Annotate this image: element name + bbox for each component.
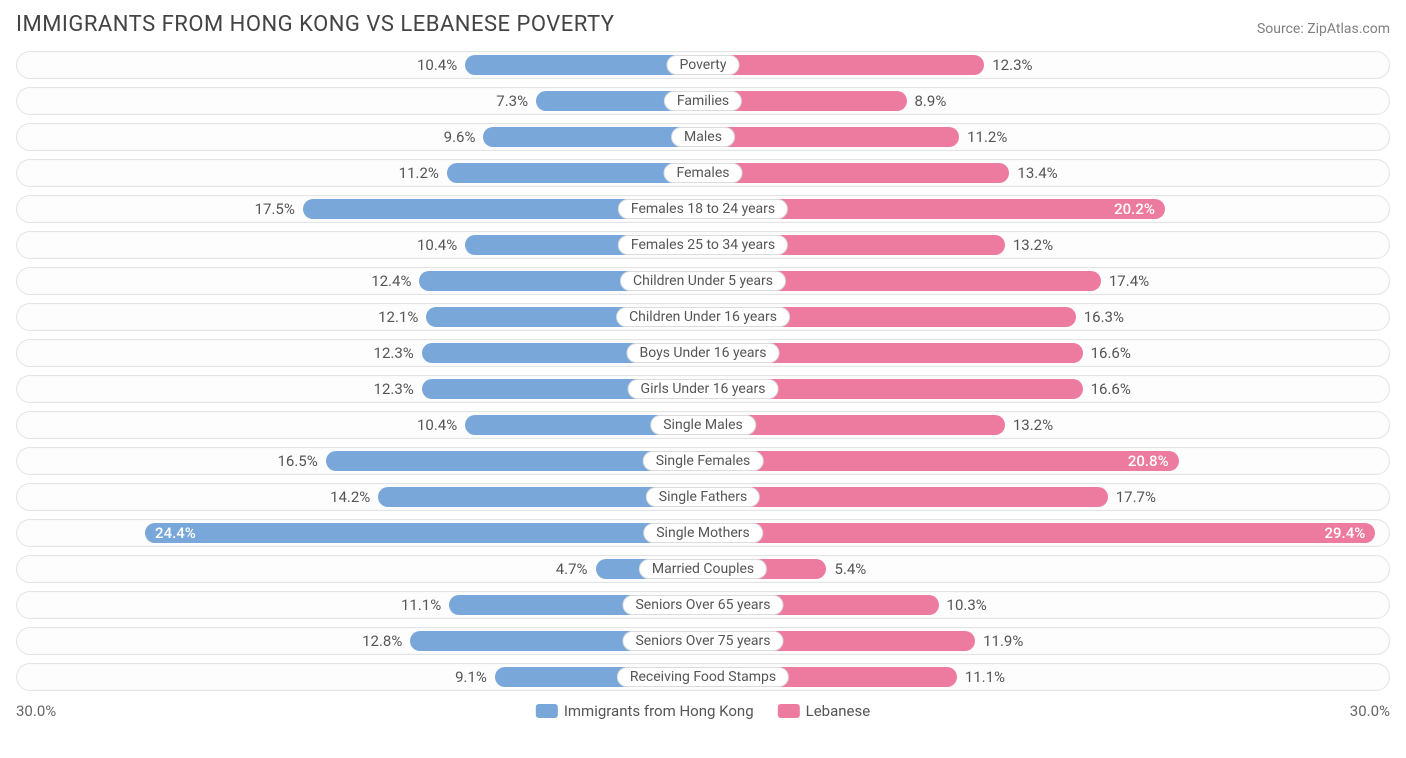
legend-swatch-right xyxy=(778,704,800,718)
value-right: 8.9% xyxy=(907,88,947,114)
bar-right xyxy=(703,163,1009,183)
value-right: 11.9% xyxy=(975,628,1023,654)
chart-row: 11.1% 10.3% Seniors Over 65 years xyxy=(16,591,1390,619)
value-right: 5.4% xyxy=(826,556,866,582)
bar-right xyxy=(703,451,1179,471)
axis-max-right: 30.0% xyxy=(1350,702,1390,720)
value-right: 13.2% xyxy=(1005,232,1053,258)
chart-row: 12.1% 16.3% Children Under 16 years xyxy=(16,303,1390,331)
chart-source: Source: ZipAtlas.com xyxy=(1257,21,1390,37)
value-left: 4.7% xyxy=(556,556,596,582)
value-left: 10.4% xyxy=(417,52,465,78)
legend-swatch-left xyxy=(536,704,558,718)
chart-row: 7.3% 8.9% Families xyxy=(16,87,1390,115)
chart-row: 9.6% 11.2% Males xyxy=(16,123,1390,151)
category-label: Married Couples xyxy=(639,559,767,579)
category-label: Females 25 to 34 years xyxy=(618,235,788,255)
value-left: 16.5% xyxy=(277,448,325,474)
value-right: 17.7% xyxy=(1108,484,1156,510)
value-right: 16.6% xyxy=(1083,340,1131,366)
chart-row: 10.4% 13.2% Females 25 to 34 years xyxy=(16,231,1390,259)
chart-row: 10.4% 12.3% Poverty xyxy=(16,51,1390,79)
category-label: Children Under 5 years xyxy=(620,271,786,291)
value-right: 17.4% xyxy=(1101,268,1149,294)
category-label: Poverty xyxy=(666,55,739,75)
category-label: Children Under 16 years xyxy=(616,307,790,327)
category-label: Seniors Over 75 years xyxy=(622,631,783,651)
chart-row: 14.2% 17.7% Single Fathers xyxy=(16,483,1390,511)
category-label: Males xyxy=(671,127,735,147)
category-label: Girls Under 16 years xyxy=(628,379,779,399)
value-right: 11.1% xyxy=(957,664,1005,690)
legend-item-right: Lebanese xyxy=(778,702,871,720)
value-left: 12.3% xyxy=(374,340,422,366)
category-label: Single Females xyxy=(643,451,764,471)
chart-row: 24.4% 29.4% Single Mothers xyxy=(16,519,1390,547)
bar-right xyxy=(703,487,1108,507)
category-label: Boys Under 16 years xyxy=(626,343,779,363)
category-label: Families xyxy=(664,91,742,111)
chart-header: IMMIGRANTS FROM HONG KONG VS LEBANESE PO… xyxy=(16,12,1390,37)
value-left: 14.2% xyxy=(330,484,378,510)
value-left: 7.3% xyxy=(496,88,536,114)
category-label: Single Males xyxy=(650,415,756,435)
value-left: 9.1% xyxy=(455,664,495,690)
value-right: 10.3% xyxy=(939,592,987,618)
value-right: 11.2% xyxy=(959,124,1007,150)
chart-row: 4.7% 5.4% Married Couples xyxy=(16,555,1390,583)
value-left: 12.3% xyxy=(374,376,422,402)
category-label: Seniors Over 65 years xyxy=(622,595,783,615)
chart-row: 17.5% 20.2% Females 18 to 24 years xyxy=(16,195,1390,223)
value-left: 9.6% xyxy=(444,124,484,150)
bar-right xyxy=(703,523,1375,543)
value-left: 10.4% xyxy=(417,232,465,258)
value-left: 12.8% xyxy=(362,628,410,654)
value-right: 20.2% xyxy=(1114,196,1165,222)
value-right: 29.4% xyxy=(1324,520,1375,546)
chart-row: 9.1% 11.1% Receiving Food Stamps xyxy=(16,663,1390,691)
category-label: Females 18 to 24 years xyxy=(618,199,788,219)
value-left: 10.4% xyxy=(417,412,465,438)
chart-footer: 30.0% Immigrants from Hong Kong Lebanese… xyxy=(16,699,1390,723)
bar-right xyxy=(703,127,959,147)
chart-row: 10.4% 13.2% Single Males xyxy=(16,411,1390,439)
value-left: 11.2% xyxy=(399,160,447,186)
chart-row: 12.8% 11.9% Seniors Over 75 years xyxy=(16,627,1390,655)
chart-row: 12.4% 17.4% Children Under 5 years xyxy=(16,267,1390,295)
value-right: 12.3% xyxy=(984,52,1032,78)
legend-label-right: Lebanese xyxy=(806,702,871,720)
chart-title: IMMIGRANTS FROM HONG KONG VS LEBANESE PO… xyxy=(16,12,615,37)
chart-row: 16.5% 20.8% Single Females xyxy=(16,447,1390,475)
bar-left xyxy=(145,523,703,543)
value-left: 12.4% xyxy=(371,268,419,294)
bar-right xyxy=(703,55,984,75)
value-right: 16.3% xyxy=(1076,304,1124,330)
axis-max-left: 30.0% xyxy=(16,702,56,720)
diverging-bar-chart: 10.4% 12.3% Poverty 7.3% 8.9% Families 9.6% 11.… xyxy=(16,51,1390,691)
value-left: 24.4% xyxy=(145,520,196,546)
value-right: 20.8% xyxy=(1128,448,1179,474)
legend-label-left: Immigrants from Hong Kong xyxy=(564,702,754,720)
value-left: 12.1% xyxy=(378,304,426,330)
legend: Immigrants from Hong Kong Lebanese xyxy=(536,702,870,720)
chart-row: 12.3% 16.6% Girls Under 16 years xyxy=(16,375,1390,403)
category-label: Receiving Food Stamps xyxy=(617,667,789,687)
legend-item-left: Immigrants from Hong Kong xyxy=(536,702,754,720)
category-label: Females xyxy=(664,163,743,183)
value-right: 16.6% xyxy=(1083,376,1131,402)
value-right: 13.2% xyxy=(1005,412,1053,438)
chart-row: 12.3% 16.6% Boys Under 16 years xyxy=(16,339,1390,367)
category-label: Single Mothers xyxy=(643,523,763,543)
value-left: 17.5% xyxy=(255,196,303,222)
chart-row: 11.2% 13.4% Females xyxy=(16,159,1390,187)
value-right: 13.4% xyxy=(1009,160,1057,186)
category-label: Single Fathers xyxy=(646,487,760,507)
value-left: 11.1% xyxy=(401,592,449,618)
